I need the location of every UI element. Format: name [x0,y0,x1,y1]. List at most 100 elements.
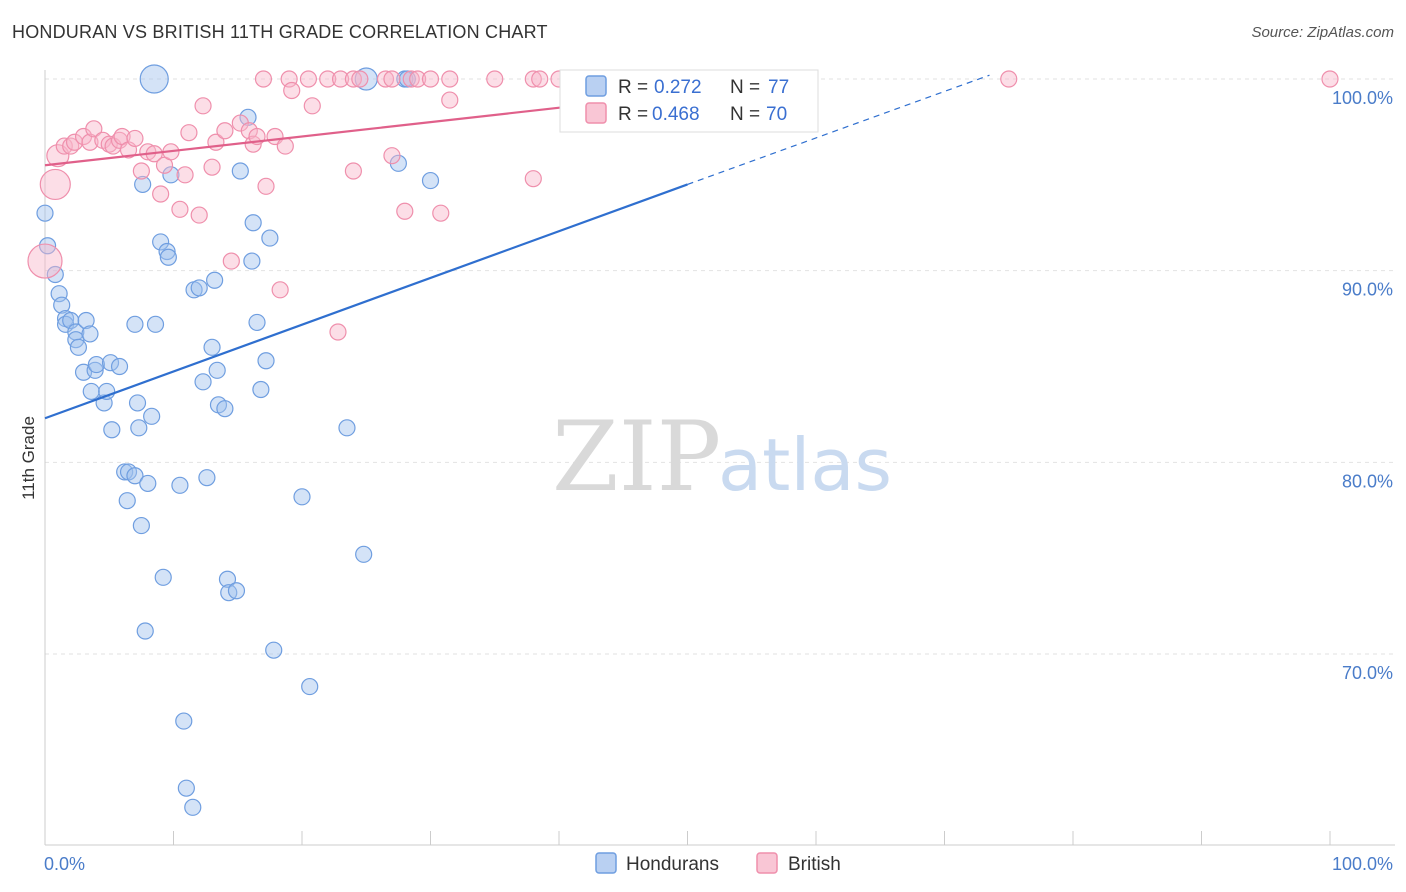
data-point-british [257,177,275,195]
data-point-british [27,243,63,279]
data-point-hondurans [231,162,249,180]
data-point-british [39,168,71,201]
data-point-british [432,204,450,222]
data-point-british [222,252,240,270]
watermark-zip: ZIP [552,401,721,513]
data-point-british [441,70,459,88]
data-point-british [441,91,459,109]
data-point-hondurans [227,582,246,600]
y-tick-label: 100.0% [1332,88,1393,108]
data-point-british [176,166,194,184]
legend-r-label-british: R = [618,104,648,125]
data-point-hondurans [244,214,262,232]
data-point-hondurans [136,622,154,640]
legend-name-british: British [788,854,841,875]
data-point-hondurans [208,361,226,379]
data-point-british [329,323,347,341]
data-point-british [171,200,189,218]
data-point-hondurans [243,252,261,270]
data-point-british [402,70,420,88]
data-point-hondurans [218,570,237,588]
legend-r-label-hondurans: R = [618,77,648,98]
data-point-british [85,120,103,138]
data-point-hondurans [261,229,279,247]
data-point-hondurans [82,382,100,401]
legend-swatch-hondurans [585,75,607,97]
data-point-british [409,70,427,88]
data-point-british [55,137,73,155]
y-axis-label: 11th Grade [19,416,38,500]
data-point-hondurans [162,166,180,184]
data-point-british [524,70,542,88]
data-point-british [351,70,369,88]
gridlines [45,78,1395,655]
data-point-british [486,70,504,88]
data-point-hondurans [139,474,157,493]
x-tick-label: 100.0% [1332,854,1393,874]
data-point-hondurans [421,171,440,190]
y-tick-labels: 70.0% 80.0% 90.0% 100.0% [1332,88,1393,683]
data-point-hondurans [203,338,221,356]
legend-n-value-hondurans: 77 [768,77,789,98]
legend-stats: R = 0.272 N = 77 R = 0.468 N = 70 [559,69,819,133]
data-point-hondurans [184,798,202,816]
data-point-hondurans [154,568,172,586]
data-point-hondurans [36,204,54,222]
data-point-british [254,70,273,88]
data-point-british [319,70,337,88]
data-point-british [283,81,301,100]
data-point-british [276,137,294,155]
data-point-hondurans [338,419,356,437]
data-point-hondurans [38,237,57,255]
data-point-hondurans [118,492,136,510]
legend-r-value-hondurans: 0.272 [654,77,702,98]
data-point-british [1000,70,1018,88]
data-point-british [531,70,549,88]
y-tick-label: 70.0% [1342,663,1393,683]
data-point-hondurans [293,488,311,506]
y-tick-label: 80.0% [1342,471,1393,491]
legend-n-label-british: N = [730,104,760,125]
data-point-hondurans [206,271,224,289]
data-point-british [180,124,198,142]
x-tick-label: 0.0% [44,854,85,874]
data-point-british [190,206,208,224]
data-point-hondurans [103,421,121,439]
legend-swatch-bottom-british [756,852,778,874]
data-point-hondurans [152,233,170,251]
data-point-british [376,70,395,88]
data-point-british [331,70,350,88]
data-point-hondurans [139,64,169,94]
data-point-hondurans [158,242,176,261]
data-point-hondurans [81,325,99,343]
data-point-british [383,147,401,165]
legend-series: Hondurans British [595,852,841,875]
data-point-british [396,202,414,220]
trend-line-extension-hondurans [687,74,990,185]
data-point-british [203,158,221,176]
data-point-british [194,97,212,115]
data-point-hondurans [198,469,216,487]
data-point-hondurans [146,315,165,333]
data-point-hondurans [159,248,177,266]
watermark: ZIP atlas [552,401,892,513]
data-point-hondurans [110,357,129,376]
data-point-hondurans [126,467,144,485]
data-point-hondurans [116,463,134,481]
data-point-hondurans [86,361,104,379]
watermark-atlas: atlas [718,423,892,507]
data-point-hondurans [130,419,148,437]
data-point-hondurans [69,338,88,356]
legend-n-label-hondurans: N = [730,77,760,98]
data-point-hondurans [132,516,150,535]
legend-swatch-bottom-hondurans [595,852,617,874]
data-point-hondurans [77,311,95,330]
data-point-hondurans [126,315,144,333]
legend-name-hondurans: Hondurans [626,854,719,875]
legend-swatch-british [585,102,607,124]
data-point-hondurans [301,677,319,696]
data-point-british [524,170,542,188]
data-point-hondurans [171,476,189,494]
legend-n-value-british: 70 [766,104,787,125]
